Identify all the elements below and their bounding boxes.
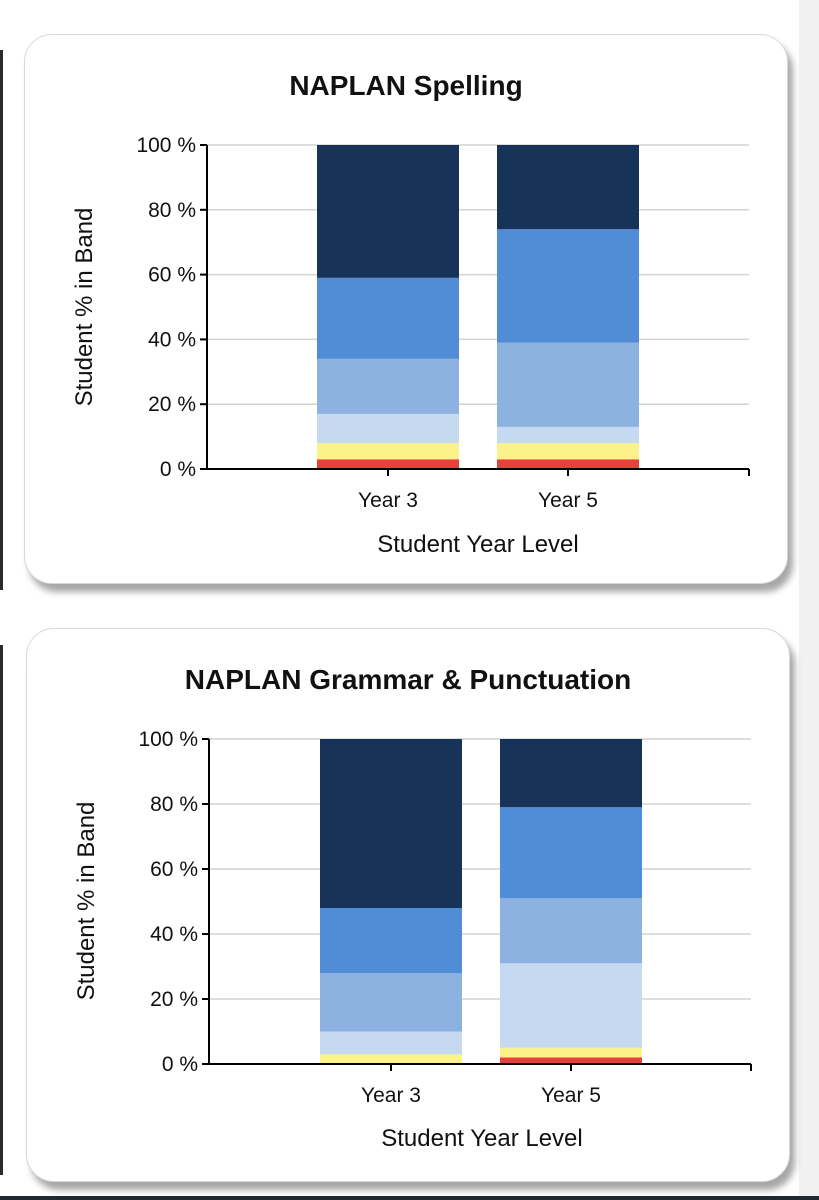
bar-segment-red [317, 459, 459, 469]
bar-segment-yellow [320, 1054, 462, 1064]
bar-segment-yellow [497, 443, 639, 460]
right-background-strip [799, 0, 819, 1196]
x-tick-label: Year 3 [358, 489, 418, 512]
y-tick-label: 0 % [162, 1053, 198, 1076]
bar-segment-pale-blue [320, 1031, 462, 1055]
y-axis-title: Student % in Band [73, 802, 100, 1001]
bar-segment-light-blue [317, 358, 459, 414]
x-tick-label: Year 5 [538, 489, 598, 512]
y-tick-label: 20 % [148, 393, 196, 416]
y-tick-label: 100 % [138, 728, 198, 751]
y-tick-label: 40 % [148, 328, 196, 351]
chart-spelling: NAPLAN Spelling 0 % 20 % 40 % 60 % 80 % 100 %… [71, 70, 750, 558]
bar-segment-navy [320, 739, 462, 908]
x-axis-title: Student Year Level [381, 1125, 583, 1152]
y-tick-label: 80 % [148, 199, 196, 222]
left-edge-border-top [0, 50, 3, 590]
bar-segment-light-blue [497, 342, 639, 427]
bar-segment-pale-blue [500, 963, 642, 1048]
left-edge-border-bottom [0, 645, 3, 1175]
y-tick-label: 40 % [150, 923, 198, 946]
bar-segment-red [497, 459, 639, 469]
bar-segment-navy [497, 145, 639, 230]
bar-segment-pale-blue [317, 413, 459, 444]
y-tick-label: 60 % [148, 264, 196, 287]
y-axis-title: Student % in Band [71, 208, 98, 407]
bar-segment-light-blue [500, 898, 642, 964]
bar-segment-yellow [317, 443, 459, 460]
y-tick-label: 100 % [136, 134, 196, 157]
x-axis-title: Student Year Level [377, 531, 579, 558]
chart-grammar: NAPLAN Grammar & Punctuation 0 % 20 % 40 %… [73, 664, 752, 1152]
bar-segment-pale-blue [497, 426, 639, 444]
bar-segment-light-blue [320, 973, 462, 1032]
chart-title: NAPLAN Grammar & Punctuation [185, 664, 632, 695]
bar-segment-mid-blue [500, 807, 642, 899]
x-tick-label: Year 5 [541, 1084, 601, 1107]
bar-segment-mid-blue [497, 229, 639, 343]
chart-card-grammar: NAPLAN Grammar & Punctuation 0 % 20 % 40 %… [26, 628, 790, 1182]
x-tick-label: Year 3 [361, 1084, 421, 1107]
bottom-edge-border [0, 1196, 819, 1200]
bar-segment-red [500, 1057, 642, 1064]
y-tick-label: 20 % [150, 988, 198, 1011]
y-tick-label: 80 % [150, 793, 198, 816]
y-tick-label: 60 % [150, 858, 198, 881]
bar-segment-navy [500, 739, 642, 808]
y-tick-label: 0 % [160, 458, 196, 481]
chart-card-spelling: NAPLAN Spelling 0 % 20 % 40 % 60 % 80 % 100 %… [24, 34, 788, 584]
bar-segment-navy [317, 145, 459, 278]
chart-title: NAPLAN Spelling [289, 70, 522, 101]
bar-segment-mid-blue [320, 908, 462, 973]
bar-segment-yellow [500, 1047, 642, 1058]
bar-segment-mid-blue [317, 277, 459, 359]
